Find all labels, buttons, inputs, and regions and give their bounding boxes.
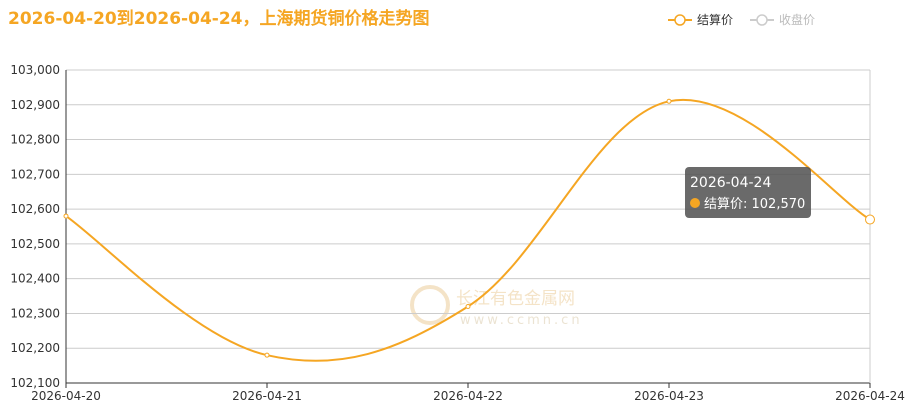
x-tick-label: 2026-04-24	[835, 389, 905, 403]
tooltip-marker	[690, 198, 700, 208]
data-point	[865, 214, 875, 225]
watermark-logo	[410, 285, 450, 325]
tooltip-box	[685, 167, 811, 218]
data-point	[63, 213, 69, 219]
y-tick-label: 102,200	[10, 341, 60, 355]
y-tick-label: 102,500	[10, 237, 60, 251]
data-point	[264, 352, 270, 358]
x-tick-label: 2026-04-22	[433, 389, 503, 403]
data-point	[465, 303, 471, 309]
y-tick-label: 102,400	[10, 272, 60, 286]
watermark: 长江有色金属网 www.ccmn.cn	[410, 285, 583, 328]
y-tick-label: 102,300	[10, 306, 60, 320]
y-tick-label: 102,100	[10, 376, 60, 390]
y-tick-label: 102,900	[10, 98, 60, 112]
tooltip-title: 2026-04-24	[690, 175, 771, 191]
y-tick-label: 103,000	[10, 63, 60, 77]
x-tick-label: 2026-04-23	[634, 389, 704, 403]
legend-label: 收盘价	[779, 12, 815, 27]
chart-title: 2026-04-20到2026-04-24，上海期货铜价格走势图	[8, 8, 429, 29]
y-tick-label: 102,800	[10, 133, 60, 147]
data-point	[666, 98, 672, 104]
tooltip-text: 结算价: 102,570	[704, 197, 805, 212]
legend-marker	[756, 14, 768, 26]
x-tick-label: 2026-04-20	[31, 389, 101, 403]
legend-marker	[674, 14, 686, 26]
x-tick-label: 2026-04-21	[232, 389, 302, 403]
legend-label: 结算价	[697, 12, 733, 27]
series-line	[65, 98, 871, 362]
watermark-url: www.ccmn.cn	[460, 313, 583, 328]
y-tick-label: 102,700	[10, 167, 60, 181]
y-tick-label: 102,600	[10, 202, 60, 216]
watermark-name: 长江有色金属网	[456, 289, 575, 309]
tooltip: 2026-04-24 结算价: 102,570	[685, 167, 811, 218]
